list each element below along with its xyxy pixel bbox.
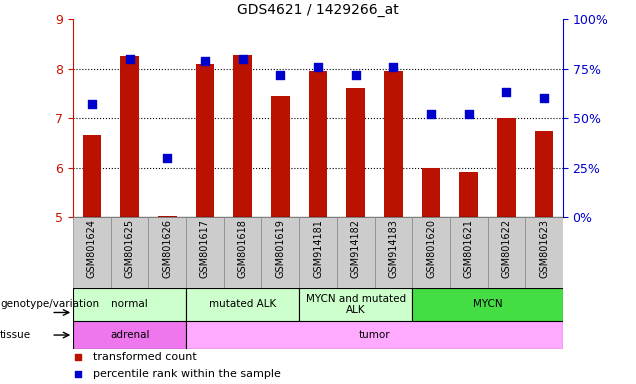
Bar (308, 71, 328, 217)
Bar (412, 288, 563, 321)
Bar (233, 55, 252, 217)
Text: GSM801625: GSM801625 (125, 219, 135, 278)
Point (426, 111, 436, 117)
Bar (346, 88, 365, 217)
Text: GSM801623: GSM801623 (539, 219, 549, 278)
Bar (488, 217, 525, 288)
Point (350, 71, 361, 78)
Text: GSM914183: GSM914183 (389, 219, 398, 278)
Bar (375, 217, 412, 288)
Point (313, 64, 323, 70)
Bar (73, 288, 186, 321)
Text: normal: normal (111, 299, 148, 310)
Text: GSM801618: GSM801618 (238, 219, 247, 278)
Bar (120, 56, 139, 217)
Point (73, 354, 83, 360)
Text: GSM801620: GSM801620 (426, 219, 436, 278)
Text: mutated ALK: mutated ALK (209, 299, 276, 310)
Text: percentile rank within the sample: percentile rank within the sample (93, 369, 280, 379)
Bar (525, 217, 563, 288)
Text: GSM914181: GSM914181 (313, 219, 323, 278)
Point (464, 111, 474, 117)
Bar (299, 288, 412, 321)
Title: GDS4621 / 1429266_at: GDS4621 / 1429266_at (237, 3, 399, 17)
Bar (148, 217, 186, 288)
Text: MYCN and mutated
ALK: MYCN and mutated ALK (306, 293, 406, 315)
Point (388, 64, 398, 70)
Bar (422, 167, 441, 217)
Point (125, 56, 135, 62)
Text: GSM801622: GSM801622 (501, 219, 511, 278)
Bar (224, 217, 261, 288)
Bar (535, 131, 553, 217)
Point (200, 58, 210, 64)
Bar (186, 217, 224, 288)
Text: GSM914182: GSM914182 (350, 219, 361, 278)
Point (501, 89, 511, 96)
Bar (73, 217, 111, 288)
Text: GSM801621: GSM801621 (464, 219, 474, 278)
Point (87, 101, 97, 107)
Point (275, 71, 286, 78)
Bar (73, 321, 186, 349)
Bar (271, 96, 290, 217)
Bar (186, 321, 563, 349)
Bar (384, 71, 403, 217)
Text: transformed count: transformed count (93, 352, 197, 362)
Text: GSM801626: GSM801626 (162, 219, 172, 278)
Bar (158, 216, 177, 217)
Bar (412, 217, 450, 288)
Bar (111, 217, 148, 288)
Point (73, 371, 83, 377)
Text: tumor: tumor (359, 330, 391, 340)
Bar (186, 288, 299, 321)
Point (539, 95, 549, 101)
Text: genotype/variation: genotype/variation (0, 299, 99, 310)
Bar (261, 217, 299, 288)
Text: GSM801619: GSM801619 (275, 219, 286, 278)
Bar (450, 217, 488, 288)
Text: tissue: tissue (0, 330, 31, 340)
Text: GSM801617: GSM801617 (200, 219, 210, 278)
Point (238, 56, 248, 62)
Bar (337, 217, 375, 288)
Text: adrenal: adrenal (110, 330, 149, 340)
Bar (196, 64, 214, 217)
Text: MYCN: MYCN (473, 299, 502, 310)
Bar (299, 217, 337, 288)
Text: GSM801624: GSM801624 (87, 219, 97, 278)
Bar (83, 136, 101, 217)
Bar (459, 172, 478, 217)
Bar (497, 118, 516, 217)
Point (162, 155, 172, 161)
